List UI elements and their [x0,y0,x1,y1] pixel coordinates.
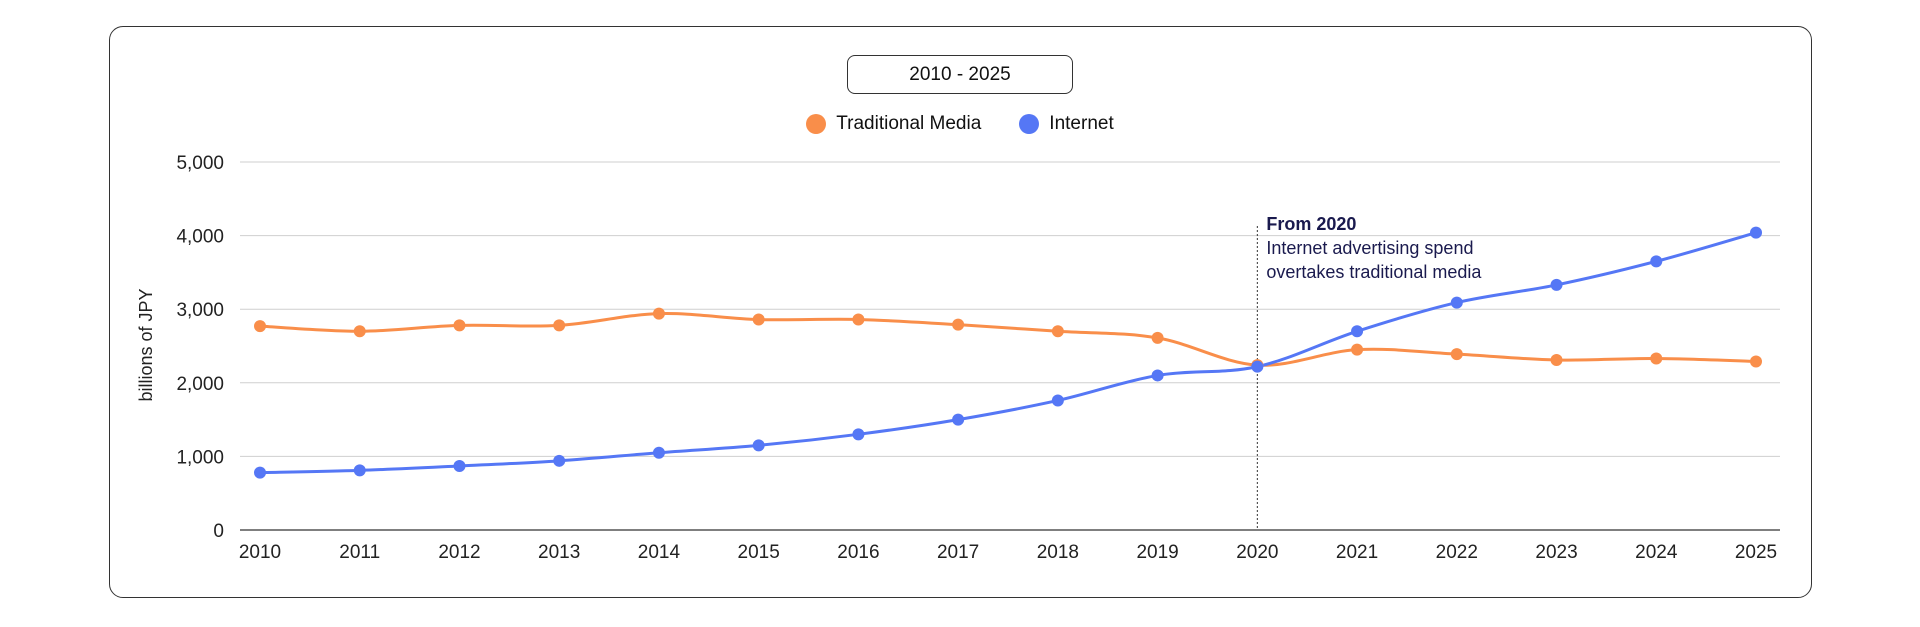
legend-marker-internet [1019,114,1040,134]
data-point-traditional-media[interactable] [952,318,965,331]
x-tick-label: 2016 [837,542,879,563]
data-point-internet[interactable] [952,413,965,426]
data-point-internet[interactable] [1650,255,1663,268]
data-point-traditional-media[interactable] [353,325,366,338]
x-tick-label: 2011 [339,542,380,563]
series-line-traditional-media [259,312,1757,367]
y-axis-label: billions of JPY [136,288,156,401]
legend-item-internet[interactable]: Internet [1019,113,1114,135]
data-point-traditional-media[interactable] [752,313,765,326]
legend-marker-traditional-media [806,114,827,134]
data-point-internet[interactable] [652,446,665,459]
x-tick-label: 2023 [1535,542,1577,563]
annotation-title: From 2020 [1266,214,1356,234]
data-point-traditional-media[interactable] [1650,352,1663,365]
y-tick-label: 1,000 [176,447,224,468]
x-tick-label: 2024 [1635,542,1678,563]
legend-item-traditional-media[interactable]: Traditional Media [806,113,981,135]
data-point-traditional-media[interactable] [1151,331,1164,344]
x-tick-label: 2015 [738,542,780,563]
x-tick-label: 2020 [1236,542,1278,563]
x-tick-label: 2017 [937,542,979,563]
data-point-internet[interactable] [553,454,566,467]
data-point-internet[interactable] [1251,360,1264,373]
data-point-traditional-media[interactable] [652,307,665,320]
chart-card [109,26,1812,598]
x-tick-label: 2014 [638,542,681,563]
data-point-internet[interactable] [1750,226,1762,239]
y-tick-label: 5,000 [176,153,224,174]
data-point-traditional-media[interactable] [254,320,266,333]
x-tick-label: 2025 [1735,542,1777,563]
y-tick-label: 4,000 [176,227,224,248]
x-tick-label: 2010 [239,542,281,563]
data-point-internet[interactable] [1550,278,1563,291]
series-line-internet [259,231,1757,475]
annotation-text: overtakes traditional media [1266,262,1482,282]
data-point-internet[interactable] [1151,369,1164,382]
legend-label-internet: Internet [1049,113,1114,134]
data-point-internet[interactable] [453,459,466,472]
data-point-traditional-media[interactable] [453,319,466,332]
data-point-internet[interactable] [1051,394,1064,407]
x-tick-label: 2012 [438,542,480,563]
data-point-traditional-media[interactable] [1550,353,1563,366]
x-tick-label: 2018 [1037,542,1079,563]
data-point-internet[interactable] [1351,325,1364,338]
data-point-traditional-media[interactable] [553,319,566,332]
data-point-internet[interactable] [1450,296,1463,309]
x-tick-label: 2021 [1336,542,1378,563]
date-range-button[interactable]: 2010 - 2025 [847,55,1073,94]
x-tick-label: 2019 [1136,542,1178,563]
x-tick-label: 2022 [1436,542,1478,563]
data-point-traditional-media[interactable] [852,313,865,326]
y-tick-label: 2,000 [176,374,224,395]
x-tick-label: 2013 [538,542,580,563]
annotation-text: Internet advertising spend [1266,238,1473,258]
data-point-traditional-media[interactable] [1051,325,1064,338]
data-point-traditional-media[interactable] [1750,355,1762,368]
data-point-internet[interactable] [852,428,865,441]
data-point-internet[interactable] [254,466,266,479]
y-tick-label: 0 [213,521,224,542]
data-point-internet[interactable] [752,439,765,452]
legend: Traditional Media Internet [0,113,1920,135]
y-tick-label: 3,000 [176,300,224,321]
data-point-traditional-media[interactable] [1351,343,1364,356]
legend-label-traditional-media: Traditional Media [836,113,982,134]
data-point-internet[interactable] [353,464,366,477]
data-point-traditional-media[interactable] [1450,348,1463,361]
